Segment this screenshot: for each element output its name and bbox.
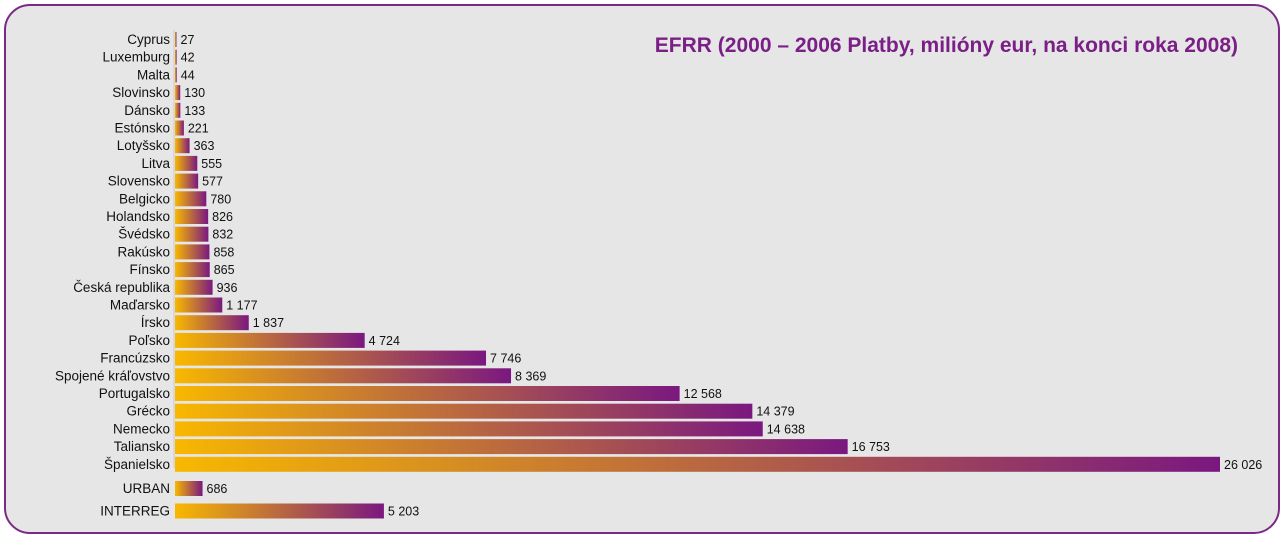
category-label: Cyprus <box>127 32 170 47</box>
bar <box>175 456 1220 472</box>
value-label: 1 177 <box>226 299 257 313</box>
bar <box>175 226 209 242</box>
value-label: 1 837 <box>253 316 284 330</box>
value-label: 5 203 <box>388 505 419 519</box>
bar <box>175 262 210 278</box>
bar <box>175 173 199 189</box>
value-label: 221 <box>188 122 209 136</box>
bar <box>175 85 181 101</box>
value-label: 686 <box>207 482 228 496</box>
category-label: Írsko <box>141 315 170 330</box>
bar <box>175 481 203 496</box>
category-label: Portugalsko <box>99 386 170 401</box>
bar <box>175 102 181 118</box>
bar <box>175 155 198 171</box>
category-label: Luxemburg <box>102 50 170 65</box>
bar <box>175 332 365 348</box>
bar <box>175 279 213 295</box>
category-label: Maďarsko <box>110 298 170 313</box>
value-label: 577 <box>202 175 223 189</box>
category-label: Poľsko <box>129 333 170 348</box>
category-label: Nemecko <box>113 421 170 436</box>
category-label: Slovensko <box>108 174 170 189</box>
category-label: Litva <box>141 156 170 171</box>
category-label: Španielsko <box>104 457 170 472</box>
value-label: 133 <box>184 104 205 118</box>
value-label: 42 <box>181 51 195 65</box>
value-label: 780 <box>210 192 231 206</box>
value-label: 7 746 <box>490 352 521 366</box>
value-label: 865 <box>214 263 235 277</box>
value-label: 4 724 <box>369 334 400 348</box>
bar <box>175 350 487 366</box>
value-label: 14 379 <box>756 405 794 419</box>
bar <box>175 403 753 419</box>
value-label: 27 <box>181 33 195 47</box>
value-label: 555 <box>201 157 222 171</box>
category-label: Malta <box>137 67 171 82</box>
category-label: Lotyšsko <box>117 138 170 153</box>
category-label: Rakúsko <box>117 244 170 259</box>
value-label: 44 <box>181 68 195 82</box>
category-label: Belgicko <box>119 191 170 206</box>
value-label: 130 <box>184 86 205 100</box>
value-label: 363 <box>194 139 215 153</box>
bar <box>175 120 184 136</box>
bar <box>175 138 190 154</box>
bar <box>175 191 207 207</box>
category-label: Švédsko <box>118 227 170 242</box>
category-label: Grécko <box>126 404 170 419</box>
bar <box>175 368 512 384</box>
category-label: INTERREG <box>100 504 170 519</box>
category-label: Holandsko <box>106 209 170 224</box>
bar <box>175 244 210 260</box>
category-label: Fínsko <box>129 262 170 277</box>
value-label: 8 369 <box>515 369 546 383</box>
bar <box>175 386 680 401</box>
value-label: 826 <box>212 210 233 224</box>
bar <box>175 209 209 224</box>
bar <box>175 297 223 313</box>
bar <box>175 421 763 437</box>
bar <box>175 315 249 331</box>
category-label: Dánsko <box>124 103 170 118</box>
chart-title: EFRR (2000 – 2006 Platby, milióny eur, n… <box>654 34 1238 57</box>
value-label: 26 026 <box>1224 458 1262 472</box>
bar <box>175 32 177 47</box>
category-label: Česká republika <box>73 280 170 295</box>
value-label: 858 <box>213 245 234 259</box>
value-label: 14 638 <box>767 422 805 436</box>
category-label: Estónsko <box>114 121 170 136</box>
value-label: 12 568 <box>684 387 722 401</box>
category-label: Taliansko <box>114 439 170 454</box>
category-label: Slovinsko <box>112 85 170 100</box>
value-label: 936 <box>217 281 238 295</box>
category-label: Spojené kráľovstvo <box>55 368 170 383</box>
bar <box>175 49 177 65</box>
bar <box>175 439 848 455</box>
bar <box>175 503 384 519</box>
category-label: URBAN <box>123 481 170 496</box>
category-label: Francúzsko <box>100 351 170 366</box>
value-label: 16 753 <box>852 440 890 454</box>
value-label: 832 <box>212 228 233 242</box>
bar <box>175 67 177 83</box>
